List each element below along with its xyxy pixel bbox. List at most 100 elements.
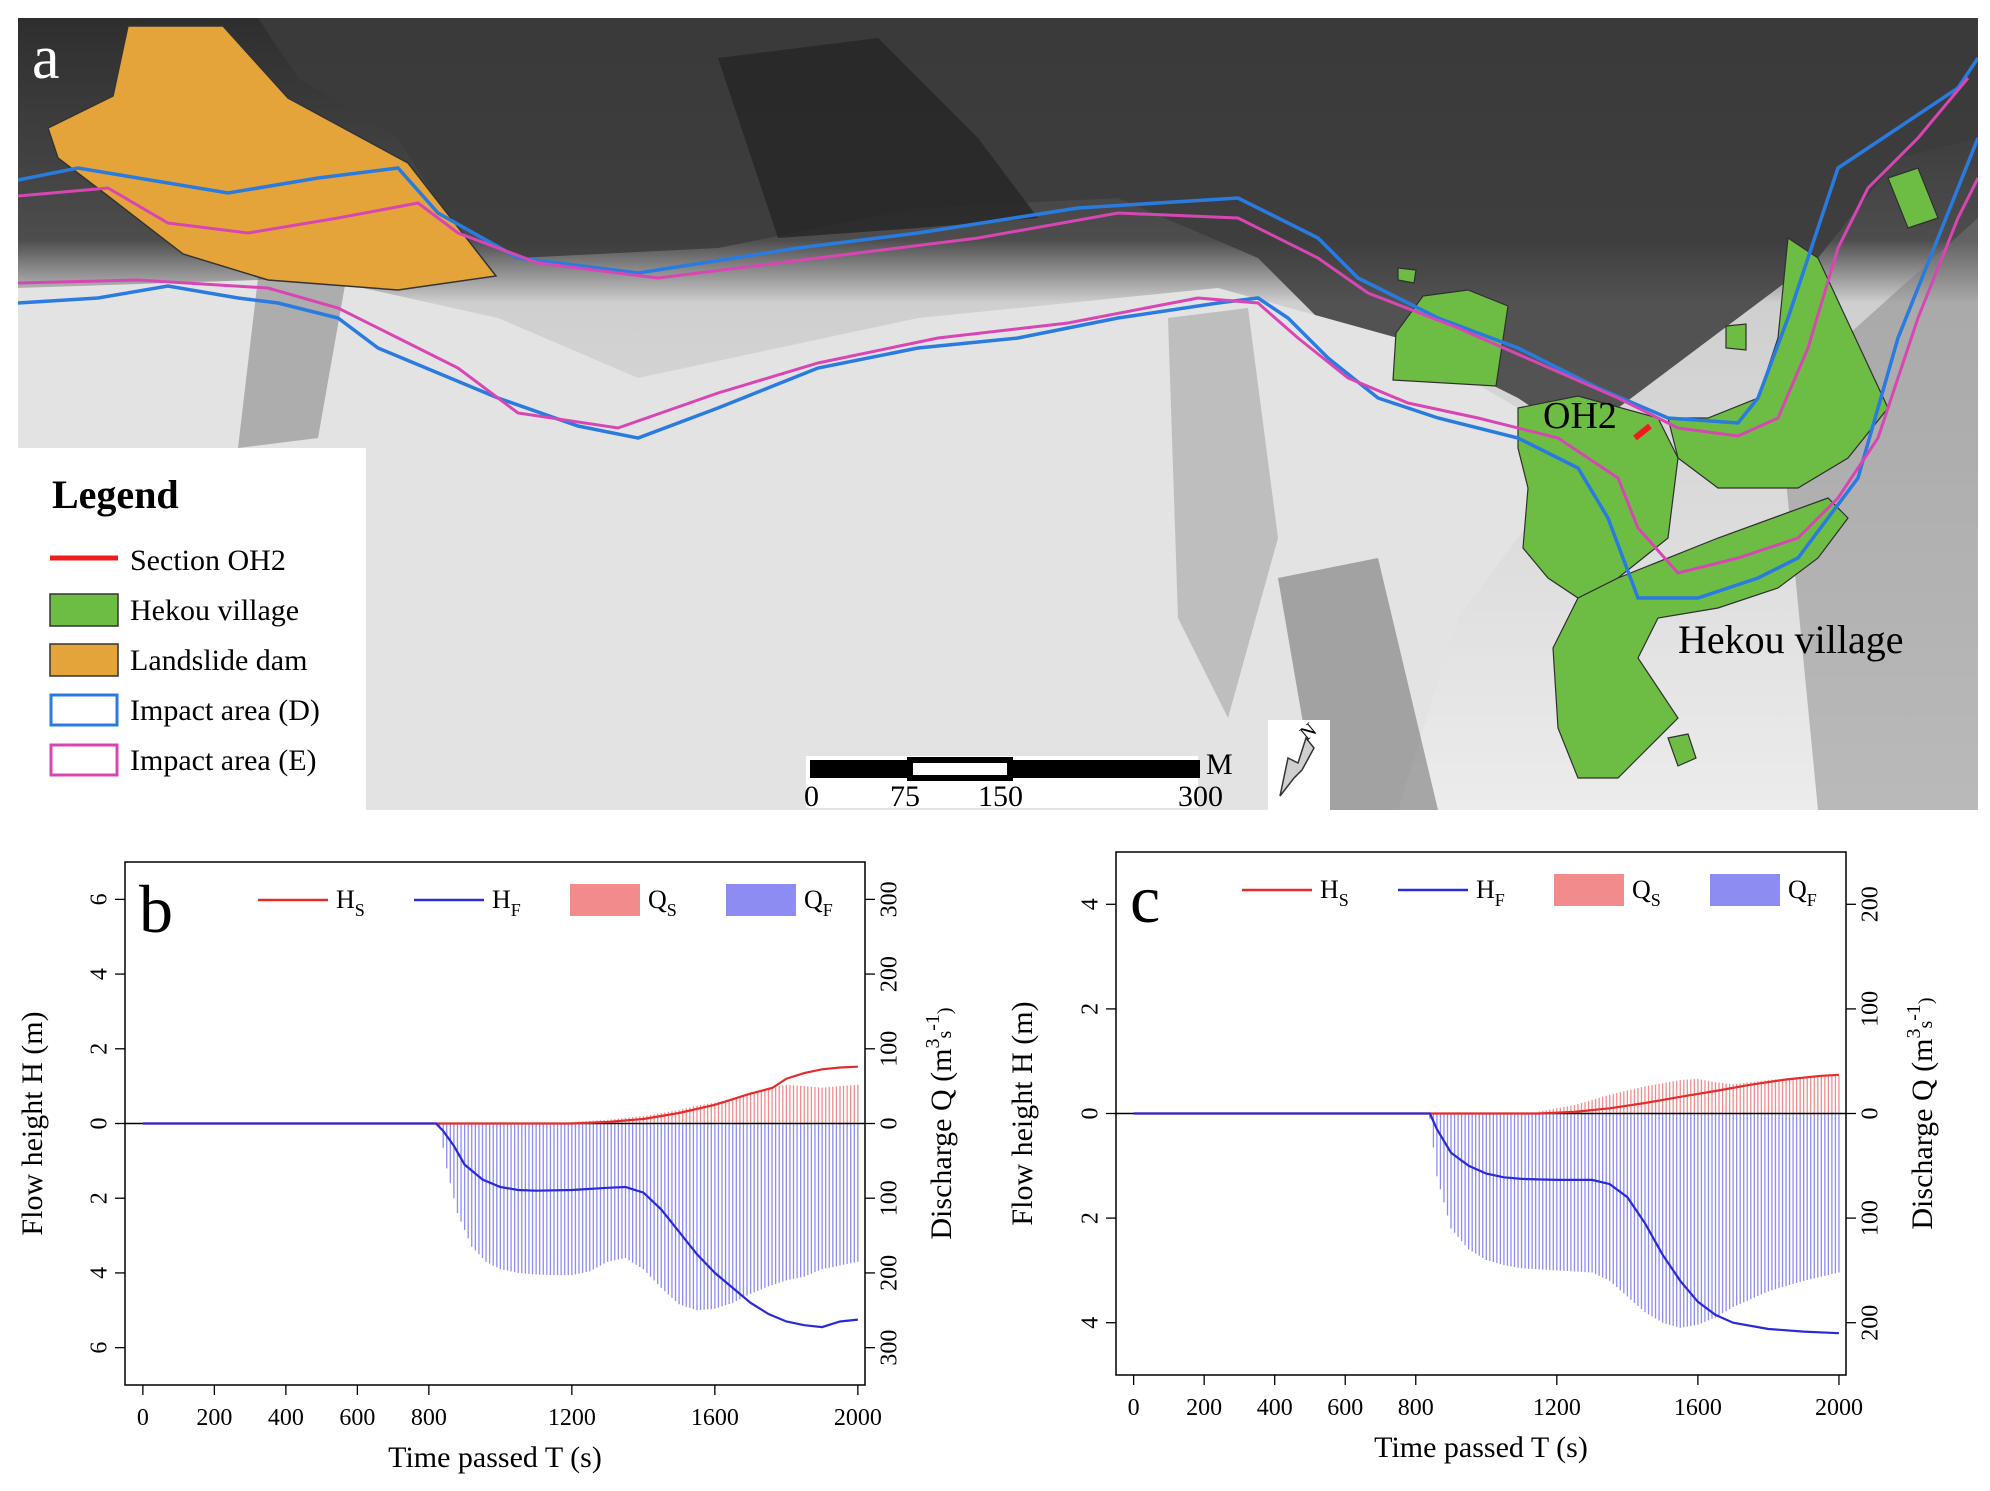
y2-axis-label: Discharge Q (m3s-1) [922,1007,958,1239]
legend-svg: Legend Section OH2 Hekou village Landsli… [49,472,320,777]
map-legend: Legend Section OH2 Hekou village Landsli… [18,448,366,810]
scale-segment-3 [1010,760,1200,778]
section-oh2-label: OH2 [1543,395,1617,437]
y2-label-text: s [1915,1021,1937,1029]
legend-swatch-qf [726,884,796,916]
y2-tick-label: 0 [1858,1108,1884,1120]
y-tick-label: 4 [87,968,113,980]
section-oh2-line [1633,423,1652,441]
legend-label-qs: QS [648,885,677,920]
scale-tick-150: 150 [978,780,1023,810]
line-hs [142,1065,858,1125]
legend-swatch-impact-d [49,693,119,727]
y-tick-label: 6 [87,893,113,905]
x-tick-label: 0 [137,1405,149,1431]
y2-tick-label: 100 [877,1180,903,1216]
scale-tick-0: 0 [804,780,819,810]
x-tick-label: 1200 [548,1405,596,1431]
y2-tick-label: 100 [1858,991,1884,1027]
y2-label-text: s [934,1031,956,1039]
legend-label-main: Q [1788,875,1807,904]
y-axis-label: Flow height H (m) [16,1011,49,1235]
y-tick-label: 2 [87,1192,113,1204]
impact-area-e-north [18,77,1970,438]
x-axis-label: Time passed T (s) [388,1441,602,1474]
panel-label: c [1130,861,1160,937]
y-tick-label: 4 [1078,898,1104,910]
scale-segment-1 [810,760,910,778]
y2-label-sup: 3 [922,1039,944,1049]
y-axis-label: Flow height H (m) [1006,1001,1039,1225]
legend-swatch-landslide [49,643,119,677]
x-tick-label: 400 [1257,1395,1293,1421]
y2-label-sup: -1 [922,1014,944,1031]
legend-label-main: Q [804,885,823,914]
legend-label-sub: S [667,900,677,920]
y2-label-sup: 3 [1903,1029,1925,1039]
x-tick-label: 2000 [834,1405,882,1431]
x-tick-label: 200 [196,1405,232,1431]
x-axis-label: Time passed T (s) [1374,1431,1588,1464]
line-hs [1133,1073,1839,1115]
y2-tick-label: 0 [877,1118,903,1130]
y-tick-label: 2 [87,1043,113,1055]
y2-tick-label: 200 [877,956,903,992]
legend-swatch-impact-e [49,743,119,777]
line-hf [1133,1112,1839,1335]
scale-bar: 0 75 150 300 M [804,748,1233,810]
legend-label-main: Q [1632,875,1651,904]
x-tick-label: 400 [268,1405,304,1431]
legend-label-impact-d: Impact area (D) [130,694,320,727]
y-tick-label: 0 [87,1118,113,1130]
y2-label-sup: -1 [1903,1004,1925,1021]
village-label: Hekou village [1678,617,1904,662]
panel-label: b [139,871,173,947]
legend-label-hs: HS [1320,875,1349,910]
impact-area-e-south [18,177,1978,575]
y2-label-text: ) [934,1007,956,1014]
y-tick-label: 2 [1078,1003,1104,1015]
x-tick-label: 1600 [691,1405,739,1431]
y2-tick-label: 100 [877,1031,903,1067]
x-tick-label: 800 [1398,1395,1434,1421]
legend-label-qs: QS [1632,875,1661,910]
legend-label-village: Hekou village [130,594,299,627]
panel-label-a: a [32,24,60,92]
scale-unit: M [1206,748,1233,781]
scale-segment-2 [907,757,1013,781]
y2-tick-label: 200 [1858,886,1884,922]
x-tick-label: 200 [1186,1395,1222,1421]
shadow-gully-1 [1168,308,1278,718]
y2-tick-label: 200 [877,1255,903,1291]
legend-label-main: H [1320,875,1339,904]
legend-title: Legend [52,472,179,517]
legend-label-sub: F [1807,890,1817,910]
legend-label-sub: S [1651,890,1661,910]
legend-swatch-qf [1710,874,1780,906]
line-hf [142,1122,859,1329]
legend-label-main: H [336,885,355,914]
dark-slope-ridge [718,38,1038,238]
y-tick-label: 4 [87,1267,113,1279]
y2-axis-label: Discharge Q (m3s-1) [1903,997,1939,1229]
legend-label-sub: F [823,900,833,920]
legend-label-hs: HS [336,885,365,920]
x-tick-label: 600 [339,1405,375,1431]
x-tick-label: 600 [1327,1395,1363,1421]
y2-tick-label: 100 [1858,1200,1884,1236]
x-tick-label: 1600 [1674,1395,1722,1421]
legend-label-landslide: Landslide dam [130,644,307,677]
y2-label-text: Discharge Q (m [925,1049,958,1240]
legend-swatch-village [49,593,119,627]
impact-area-d-north [18,57,1978,425]
y2-label-text: Discharge Q (m [1906,1039,1939,1230]
legend-swatch-qs [1554,874,1624,906]
legend-label-qf: QF [804,885,833,920]
y2-tick-label: 300 [877,881,903,917]
legend-swatch-qs [570,884,640,916]
x-tick-label: 2000 [1815,1395,1863,1421]
x-tick-label: 0 [1128,1395,1140,1421]
legend-label-main: H [492,885,511,914]
north-arrow-icon [1279,736,1315,797]
